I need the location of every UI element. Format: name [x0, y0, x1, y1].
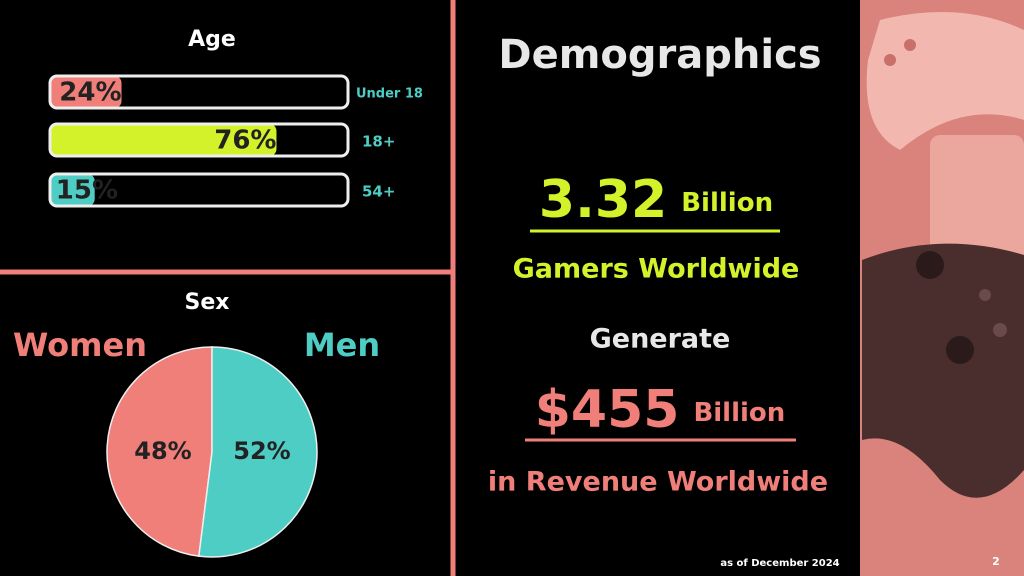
caption: in Revenue Worldwide — [488, 467, 828, 498]
bar-track — [48, 172, 350, 208]
bar-fill — [50, 174, 95, 206]
bar-label: 24% — [59, 78, 121, 108]
number: 3.32 — [539, 170, 667, 230]
category-label: 54+ — [362, 183, 395, 201]
bar-track — [48, 122, 350, 158]
photo — [860, 0, 1024, 576]
legend-label: Women — [13, 326, 147, 364]
slice-label: 52% — [233, 437, 290, 465]
gamers-figure: 3.32 Billion — [539, 170, 773, 230]
title: Demographics — [498, 32, 821, 78]
category-label: 18+ — [362, 133, 395, 151]
sex-title: Sex — [185, 290, 230, 315]
unit: Billion — [693, 398, 785, 428]
revenue-figure: $455 Billion — [535, 380, 786, 440]
caption: Gamers Worldwide — [513, 254, 800, 285]
pie-slice — [106, 346, 213, 558]
page-number: 2 — [992, 555, 1000, 568]
age-title: Age — [188, 27, 236, 52]
category-label: Under 18 — [356, 87, 423, 102]
unit: Billion — [681, 188, 773, 218]
slice-label: 48% — [134, 437, 191, 465]
footnote: as of December 2024 — [720, 558, 839, 569]
pie-slice — [198, 346, 318, 558]
connector: Generate — [590, 324, 731, 355]
bar-label: 15% — [56, 176, 118, 206]
bar-label: 76% — [214, 126, 276, 156]
legend-label: Men — [304, 326, 380, 364]
bar-fill — [50, 76, 122, 108]
bar-fill — [50, 124, 277, 156]
number: $455 — [535, 380, 680, 440]
bar-track — [48, 74, 350, 110]
